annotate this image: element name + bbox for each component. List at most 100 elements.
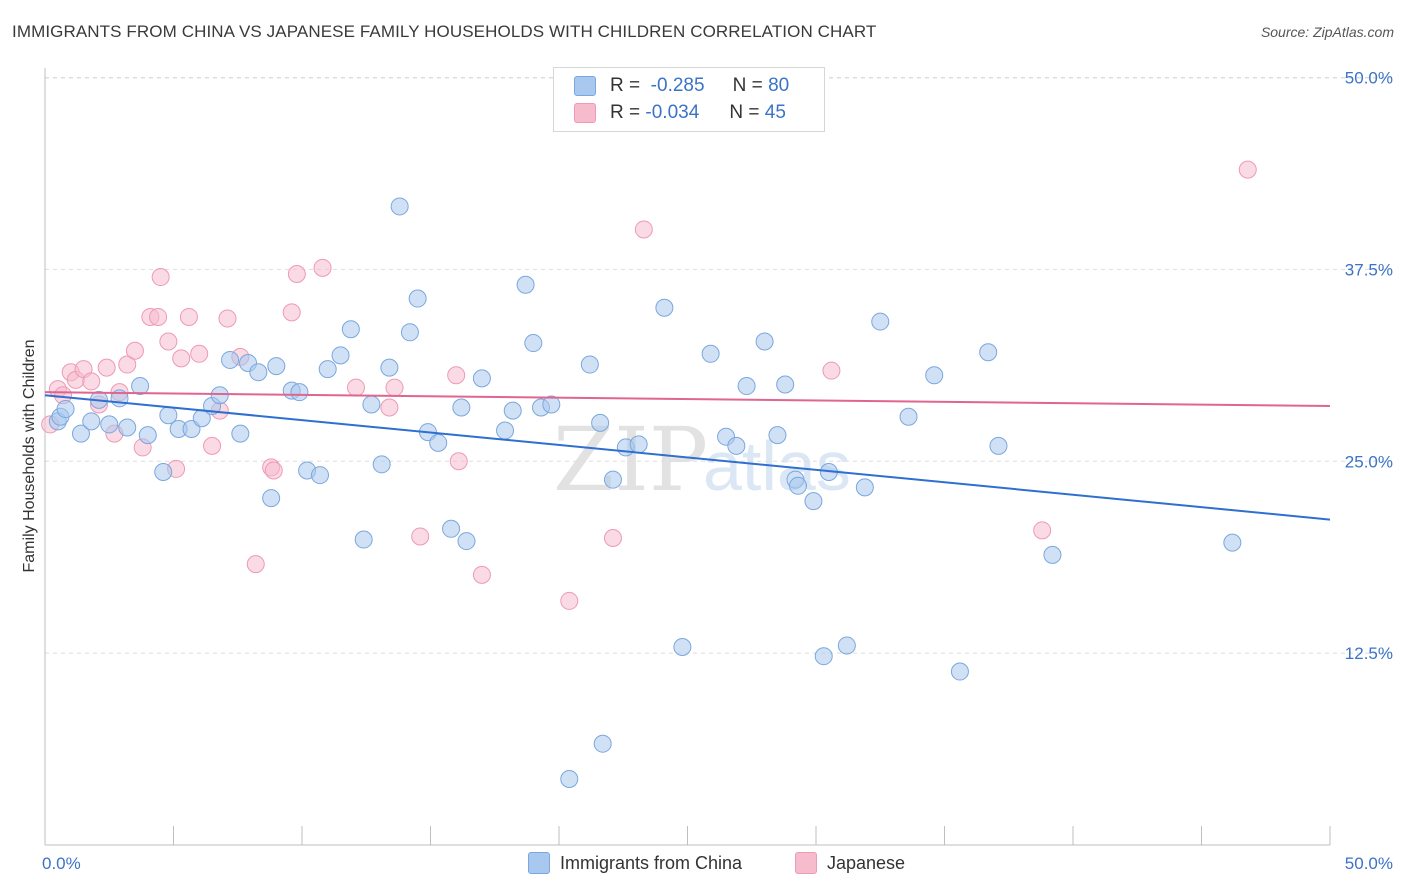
x-tick-label: 0.0% (42, 854, 81, 873)
data-point-japanese (313, 258, 332, 277)
data-point-china (331, 346, 350, 365)
data-point-china (290, 383, 309, 402)
data-point-china (727, 436, 746, 455)
series-immigrants-from-china (48, 197, 1242, 788)
data-point-japanese (447, 366, 466, 385)
data-point-japanese (125, 341, 144, 360)
blue-swatch (528, 852, 550, 874)
data-point-china (267, 357, 286, 376)
source-credit: Source: ZipAtlas.com (1260, 24, 1394, 40)
data-point-japanese (218, 309, 237, 328)
trend-line-china (44, 394, 1331, 521)
data-point-china (400, 323, 419, 342)
n-label: N = (732, 75, 763, 96)
data-point-japanese (82, 372, 101, 391)
data-point-china (154, 462, 173, 481)
data-point-japanese (118, 355, 137, 374)
blue-swatch (574, 76, 596, 96)
legend-row-china: R = -0.285 N = 80 (574, 74, 789, 98)
data-point-japanese (634, 220, 653, 239)
data-point-china (71, 424, 90, 443)
data-point-china (560, 769, 579, 788)
data-point-china (925, 366, 944, 385)
data-point-china (231, 424, 250, 443)
data-point-china (776, 375, 795, 394)
data-point-china (452, 398, 471, 417)
x-tick-labels: 0.0% 50.0% (42, 854, 1393, 873)
data-point-japanese (472, 565, 491, 584)
data-point-china (408, 289, 427, 308)
data-point-china (855, 478, 874, 497)
legend-label-japanese: Japanese (827, 852, 906, 873)
trend-lines (44, 391, 1331, 521)
data-point-china (380, 358, 399, 377)
n-value-japanese: 45 (764, 102, 786, 123)
data-point-china (837, 636, 856, 655)
axes (44, 68, 1331, 846)
data-point-china (496, 421, 515, 440)
data-point-china (737, 377, 756, 396)
trend-line-japanese (44, 391, 1331, 407)
data-point-china (472, 369, 491, 388)
data-point-china (814, 647, 833, 666)
pink-swatch (574, 103, 596, 123)
data-point-china (221, 350, 240, 369)
data-point-japanese (1033, 521, 1052, 540)
data-point-china (524, 334, 543, 353)
data-point-japanese (449, 452, 468, 471)
data-point-china (341, 320, 360, 339)
data-point-china (603, 470, 622, 489)
data-point-china (580, 355, 599, 374)
data-point-china (673, 637, 692, 656)
data-point-japanese (179, 307, 198, 326)
data-point-japanese (411, 527, 430, 546)
data-point-china (210, 386, 229, 405)
data-point-china (442, 519, 461, 538)
data-point-china (429, 433, 448, 452)
data-point-japanese (159, 332, 178, 351)
data-point-china (310, 466, 329, 485)
data-point-china (871, 312, 890, 331)
data-point-china (56, 400, 75, 419)
data-point-japanese (560, 591, 579, 610)
data-point-japanese (172, 349, 191, 368)
data-point-china (131, 377, 150, 396)
y-tick-label: 37.5% (1345, 260, 1393, 279)
data-point-china (354, 530, 373, 549)
y-tick-labels: 12.5% 25.0% 37.5% 50.0% (1345, 69, 1393, 664)
data-point-china (1043, 545, 1062, 564)
pink-swatch (795, 852, 817, 874)
y-axis-label: Family Households with Children (21, 340, 38, 573)
data-point-japanese (346, 378, 365, 397)
data-point-china (542, 395, 561, 414)
data-point-china (1223, 533, 1242, 552)
legend-label-china: Immigrants from China (560, 852, 743, 873)
data-point-china (249, 363, 268, 382)
data-point-china (789, 476, 808, 495)
r-value-japanese: -0.034 (645, 102, 700, 123)
data-point-china (118, 418, 137, 437)
r-label: R = (610, 75, 641, 96)
data-point-china (100, 415, 119, 434)
data-point-japanese (190, 344, 209, 363)
data-point-japanese (385, 378, 404, 397)
data-point-china (593, 734, 612, 753)
chart-title: IMMIGRANTS FROM CHINA VS JAPANESE FAMILY… (12, 22, 877, 41)
data-point-china (82, 412, 101, 431)
data-point-china (768, 426, 787, 445)
data-point-china (655, 298, 674, 317)
y-tick-label: 12.5% (1345, 644, 1393, 663)
data-point-japanese (287, 264, 306, 283)
data-point-japanese (603, 529, 622, 547)
correlation-legend: R = -0.285 N = 80 R = -0.034 N = 45 (553, 67, 825, 132)
n-label: N = (729, 102, 760, 123)
data-point-china (979, 343, 998, 362)
data-point-china (591, 413, 610, 432)
data-point-china (372, 455, 391, 474)
y-tick-label: 25.0% (1345, 452, 1393, 471)
data-point-china (755, 332, 774, 351)
data-point-china (503, 401, 522, 420)
y-tick-label: 50.0% (1345, 69, 1393, 88)
data-point-japanese (151, 268, 170, 287)
